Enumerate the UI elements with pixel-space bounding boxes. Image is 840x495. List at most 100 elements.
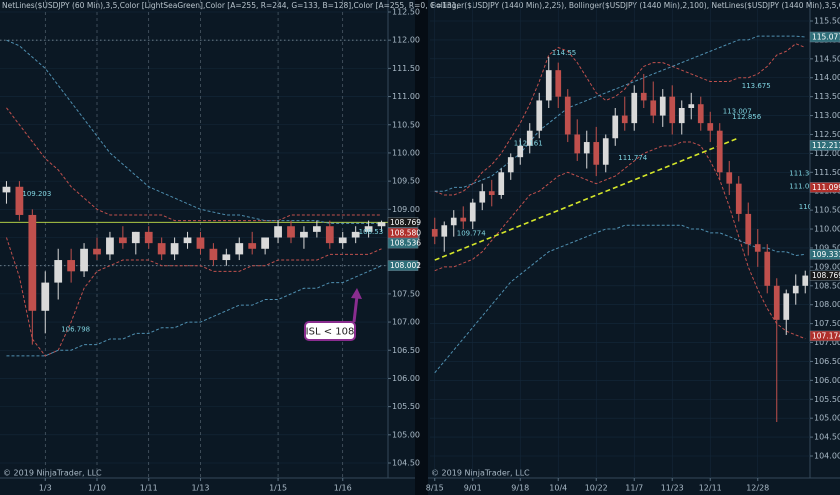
y-tick-label: 107.00 [814, 338, 840, 347]
candle-body [697, 104, 704, 124]
candle-body [688, 104, 695, 108]
candle-body [93, 248, 101, 255]
annotation-callout: ISL < 108 [304, 288, 362, 341]
price-marker-label: 108.580 [390, 228, 421, 237]
y-tick-label: 110.00 [392, 148, 420, 157]
y-tick-label: 112.50 [392, 8, 420, 17]
y-tick-label: 111.00 [392, 92, 420, 101]
candle-body [261, 237, 270, 249]
y-tick-label: 109.50 [814, 243, 840, 252]
candle-body [773, 285, 780, 320]
y-tick-label: 110.50 [814, 206, 840, 215]
x-tick-label: 1/3 [39, 484, 52, 493]
candle-body [640, 92, 647, 101]
y-tick-label: 104.00 [814, 452, 840, 461]
price-marker-label: 108.769 [390, 218, 421, 227]
price-label: 113.007 [723, 107, 752, 115]
callout-text: ISL < 108 [306, 327, 355, 338]
price-marker [809, 249, 840, 260]
candle-body [351, 231, 360, 238]
candle-body [54, 260, 63, 283]
candle-body [431, 229, 438, 237]
price-marker-label: 115.077 [812, 33, 840, 42]
candle-body [222, 254, 231, 261]
y-tick-label: 114.00 [814, 73, 840, 82]
y-tick-label: 105.00 [814, 414, 840, 423]
x-tick-label: 1/16 [334, 484, 352, 493]
candle-body [131, 231, 140, 244]
price-marker [809, 31, 840, 43]
price-label: 112.856 [732, 113, 761, 121]
candle-body [80, 248, 88, 272]
candle-body [735, 183, 742, 214]
y-tick-label: 111.50 [392, 64, 420, 73]
candle-body [526, 130, 533, 146]
y-tick-label: 106.50 [814, 357, 840, 366]
y-tick-label: 106.00 [814, 376, 840, 385]
band-line [434, 35, 806, 192]
price-label: 108.53 [359, 228, 384, 236]
candle-body [764, 251, 771, 286]
y-tick-label: 113.00 [814, 111, 840, 120]
candle-body [338, 237, 347, 244]
x-tick-label: 1/10 [88, 484, 106, 493]
candle-body [196, 237, 205, 249]
candle-body [555, 70, 562, 97]
price-marker-label: 112.211 [812, 141, 840, 150]
y-tick-label: 108.50 [814, 281, 840, 290]
y-tick-label: 107.50 [392, 289, 420, 298]
candle-body [726, 172, 733, 184]
callout-box [304, 321, 356, 341]
y-tick-label: 110.50 [392, 120, 420, 129]
band-line [5, 237, 382, 357]
y-tick-label: 107.50 [814, 319, 840, 328]
price-label: 106.798 [61, 325, 90, 333]
chart-title: Bollinger($USDJPY (1440 Min),2,25), Boll… [431, 1, 840, 10]
candle-body [67, 260, 76, 272]
candle-body [377, 222, 386, 227]
candle-body [312, 226, 321, 232]
price-marker [387, 237, 419, 249]
callout-arrowhead [351, 288, 362, 299]
x-tick-label: 1/11 [140, 484, 158, 493]
candle-body [450, 217, 457, 226]
candle-body [235, 243, 244, 255]
band-line [6, 39, 382, 224]
price-label: 111.774 [618, 154, 647, 162]
price-marker-label: 108.769 [812, 271, 840, 280]
candle-body [488, 191, 495, 195]
price-marker [809, 140, 840, 151]
y-tick-label: 109.00 [392, 205, 420, 214]
y-tick-label: 106.50 [392, 346, 420, 355]
candle-body [574, 134, 581, 154]
price-label: 110.475 [799, 203, 828, 211]
candle-body [364, 226, 373, 232]
chart-title: NetLines($USDJPY (60 Min),3,5,Color [Lig… [2, 1, 459, 10]
candle-body [460, 217, 467, 222]
price-label: 112.161 [514, 139, 543, 147]
plot-area: 109.203 106.798 108.53 [0, 0, 388, 478]
price-marker [387, 260, 419, 271]
trend-line [434, 137, 740, 261]
y-tick-label: 109.00 [814, 262, 840, 271]
candle-body [469, 202, 476, 222]
candle-body [498, 172, 505, 195]
candle-body [28, 214, 37, 311]
candle-body [118, 237, 127, 244]
candle-body [248, 243, 257, 249]
y-tick-label: 111.50 [814, 168, 840, 177]
candle-body [15, 186, 24, 215]
y-tick-label: 109.50 [392, 177, 420, 186]
copyright: © 2019 NinjaTrader, LLC [3, 469, 102, 478]
candle-body [564, 96, 571, 135]
candle-body [41, 282, 50, 311]
candle-body [745, 213, 752, 245]
band-line [434, 43, 806, 196]
callout-arrow [352, 295, 359, 323]
y-tick-label: 110.00 [814, 225, 840, 234]
x-tick-label: 12/11 [699, 484, 722, 493]
y-tick-label: 108.00 [814, 300, 840, 309]
candle-body [631, 92, 638, 124]
x-tick-label: 1/13 [191, 484, 209, 493]
candle-body [612, 115, 619, 139]
